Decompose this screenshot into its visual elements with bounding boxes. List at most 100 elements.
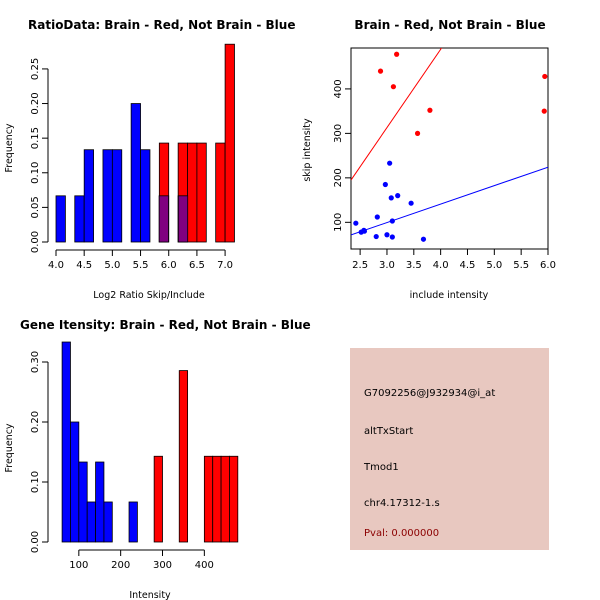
gene-panel: Gene Itensity: Brain - Red, Not Brain - …	[4, 318, 311, 600]
fit-line-notbrain	[351, 166, 548, 236]
point-notbrain-11	[389, 218, 395, 224]
scatter-panel: Brain - Red, Not Brain - Blue include in…	[302, 18, 556, 301]
gene-bar-brain-2	[203, 455, 214, 543]
ratio-bar-overlap-7	[158, 195, 169, 243]
gene-bar-brain-0	[153, 455, 163, 543]
scatter-x-tick-label-0: 2.5	[352, 260, 368, 271]
pval: Pval: 0.000000	[364, 528, 439, 539]
point-notbrain-7	[384, 232, 390, 238]
gene-bar-brain-5	[229, 455, 239, 543]
scatter-xlabel: include intensity	[410, 290, 489, 301]
ratio-x-tick-label-2: 5.0	[104, 260, 120, 271]
ratio-bar-notbrain-5	[130, 103, 141, 243]
ratio-bar-notbrain-4	[111, 149, 123, 243]
scatter-x-tick-label-6: 5.5	[513, 260, 529, 271]
scatter-y-tick-label-1: 200	[333, 168, 344, 187]
point-notbrain-14	[420, 236, 427, 242]
point-notbrain-9	[388, 195, 394, 201]
fit-line-brain	[351, 48, 443, 181]
ratio-x-tick-label-3: 5.5	[133, 260, 149, 271]
gene-x-tick-label-0: 100	[69, 560, 88, 571]
gene-xlabel: Intensity	[129, 590, 171, 600]
ratio-bar-brain-3	[196, 142, 207, 243]
point-brain-2	[394, 51, 400, 57]
scatter-y-tick-label-2: 300	[333, 124, 344, 143]
gene-y-tick-label-0: 0.00	[30, 531, 41, 553]
point-brain-5	[542, 73, 548, 80]
gene-x-tick-label-3: 400	[195, 560, 214, 571]
ratio-x-tick-label-4: 6.0	[161, 260, 177, 271]
ratio-ylabel: Frequency	[4, 123, 15, 172]
ratio-bar-overlap-8	[177, 195, 189, 243]
gene-bar-notbrain-0	[61, 341, 71, 543]
ratio-bar-notbrain-3	[102, 149, 113, 243]
ratio-bar-notbrain-1	[74, 195, 85, 243]
ratio-axes: 4.0 4.5 5.0 5.5 6.0 6.5 7.0 0.00 0.05 0.10 0.15 0.2…	[30, 58, 233, 271]
point-brain-1	[390, 84, 397, 90]
point-notbrain-10	[389, 234, 395, 240]
ratio-bar-notbrain-0	[55, 195, 66, 243]
gene-y-tick-label-2: 0.20	[30, 411, 41, 433]
probe-id: G7092256@J932934@i_at	[364, 388, 495, 399]
gene-y-tick-label-1: 0.10	[30, 471, 41, 493]
ratio-title: RatioData: Brain - Red, Not Brain - Blue	[28, 18, 295, 32]
point-brain-4	[427, 107, 433, 113]
gene-bar-notbrain-4	[95, 461, 105, 543]
scatter-y-tick-label-3: 400	[333, 79, 344, 98]
gene-bars	[61, 341, 239, 543]
ratio-x-tick-label-1: 4.5	[76, 260, 92, 271]
fit-lines-group	[351, 48, 548, 236]
info-background	[350, 348, 549, 550]
gene-bar-notbrain-2	[78, 461, 88, 543]
scatter-frame	[350, 47, 549, 250]
gene-x-tick-label-2: 300	[153, 560, 172, 571]
point-notbrain-13	[408, 200, 414, 206]
ratio-bar-brain-5	[224, 43, 235, 243]
info-panel: G7092256@J932934@i_at altTxStart Tmod1 c…	[350, 348, 549, 550]
scatter-x-tick-label-1: 3.0	[379, 260, 395, 271]
ratio-bar-brain-4	[215, 142, 226, 243]
point-brain-3	[414, 130, 421, 136]
ratio-y-tick-label-0: 0.00	[30, 231, 41, 253]
event-type: altTxStart	[364, 426, 413, 437]
point-notbrain-12	[395, 193, 401, 199]
gene-bar-notbrain-1	[70, 421, 80, 543]
ratio-bar-notbrain-2	[83, 149, 94, 243]
ratio-bars	[55, 43, 235, 243]
gene-bar-brain-4	[220, 455, 230, 543]
ratio-bar-brain-2	[187, 142, 198, 243]
ratio-y-tick-label-3: 0.15	[30, 127, 41, 149]
gene-bar-notbrain-5	[103, 501, 113, 543]
gene-bar-brain-3	[212, 455, 222, 543]
gene-bar-brain-1	[178, 370, 189, 543]
scatter-x-tick-label-3: 4.0	[433, 260, 449, 271]
ratio-y-tick-label-4: 0.20	[30, 92, 41, 114]
scatter-y-tick-label-0: 100	[333, 213, 344, 232]
point-brain-0	[377, 68, 384, 74]
scatter-fit-lines	[351, 48, 548, 236]
scatter-points	[353, 51, 548, 242]
point-brain-6	[541, 108, 547, 114]
ratio-y-tick-label-1: 0.05	[30, 196, 41, 218]
gene-name: Tmod1	[363, 462, 399, 473]
ratio-y-tick-label-5: 0.25	[30, 58, 41, 80]
ratio-x-tick-label-6: 7.0	[217, 260, 233, 271]
ratio-y-tick-label-2: 0.10	[30, 162, 41, 184]
locus: chr4.17312-1.s	[364, 498, 440, 509]
scatter-x-tick-label-7: 6.0	[540, 260, 556, 271]
gene-ylabel: Frequency	[4, 423, 15, 472]
point-notbrain-8	[387, 160, 393, 166]
scatter-title: Brain - Red, Not Brain - Blue	[354, 18, 545, 32]
point-notbrain-6	[382, 181, 388, 188]
point-notbrain-5	[374, 214, 380, 220]
ratio-x-tick-label-5: 6.5	[189, 260, 205, 271]
gene-bar-notbrain-6	[128, 501, 138, 543]
scatter-x-tick-label-5: 5.0	[486, 260, 502, 271]
ratio-bar-notbrain-6	[140, 149, 151, 243]
scatter-ylabel: skip intensity	[302, 118, 313, 182]
ratio-x-tick-label-0: 4.0	[48, 260, 64, 271]
point-notbrain-3	[361, 228, 368, 234]
scatter-axes: 2.5 3.0 3.5 4.0 4.5 5.0 5.5 6.0 100 200 300 400	[333, 79, 556, 271]
scatter-x-tick-label-4: 4.5	[460, 260, 476, 271]
